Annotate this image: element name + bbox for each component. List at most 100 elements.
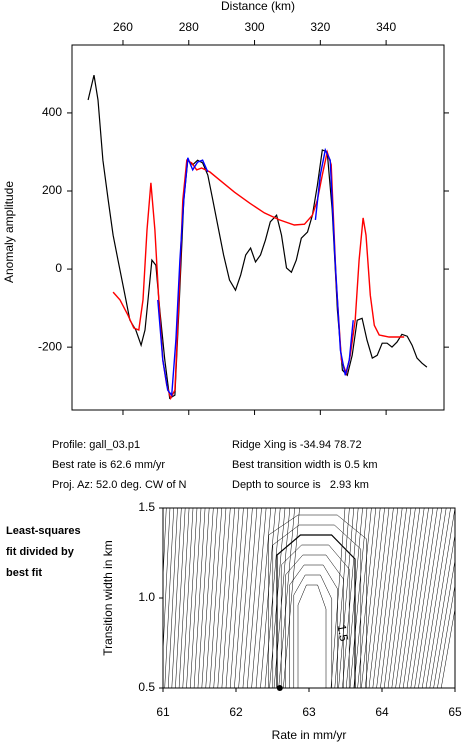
contour-line [190,508,202,688]
info-text: Proj. Az: 52.0 deg. CW of N [52,479,187,491]
contour-line [334,508,350,688]
contour-line [213,508,227,688]
y-tick-label: 1.5 [138,500,155,514]
contour-line [182,508,194,688]
contour-line [260,508,276,688]
contour-line [429,533,455,688]
x-tick-label: 65 [448,705,462,719]
x-tick-label: 64 [375,705,389,719]
x-tick-label: 63 [302,705,316,719]
contour-line [234,508,249,688]
contour-line [229,508,244,688]
contour-line [201,508,214,688]
x-axis-label: Rate in mm/yr [272,728,347,742]
contour-line [175,508,186,688]
y-tick-label: 0 [55,261,62,275]
contour-line [225,508,240,688]
contour-line [414,508,443,688]
contour-line [338,508,355,688]
contour-line [217,508,231,688]
x-tick-label: 61 [156,705,170,719]
plot-frame [71,44,445,411]
contour-line [193,508,206,688]
data-line [157,147,354,398]
x-tick-label: 300 [245,20,265,34]
contour-field [163,508,455,688]
y-tick-label: 200 [42,183,62,197]
contour-line [163,508,167,583]
y-tick-label: -200 [38,339,62,353]
info-text: Ridge Xing is -34.94 78.72 [232,439,362,451]
contour-line [242,508,258,688]
contour-line [380,508,403,688]
contour-line [418,508,447,688]
x-tick-label: 260 [113,20,133,34]
contour-line [387,508,412,688]
contour-line [383,508,407,688]
contour-line [433,558,455,688]
contour-line [410,508,438,688]
contour-line [353,508,372,688]
contour-line [399,508,425,688]
contour-line [349,508,368,688]
contour-line [440,607,455,688]
contour-line [297,584,327,688]
contour-line [205,508,218,688]
contour-line [163,508,171,657]
contour-line [391,508,416,688]
x-tick-label: 280 [179,20,199,34]
info-text: Best transition width is 0.5 km [232,459,378,471]
contour-line [368,508,390,688]
note-text: Least-squares [6,525,81,537]
info-text: Profile: gall_03.p1 [52,439,140,451]
contour-line [171,508,182,688]
contour-line [425,508,455,688]
contour-line [402,508,429,688]
x-tick-label: 320 [310,20,330,34]
contour-line [164,508,174,688]
contour-line [186,508,198,688]
info-text: Best rate is 62.6 mm/yr [52,459,165,471]
contour-line [268,514,367,688]
contour-line [395,508,421,688]
contour-line [421,508,451,688]
contour-line [251,508,267,688]
contour-line [197,508,210,688]
y-axis-label: Anomaly amplitude [2,181,16,283]
contour-line [372,508,394,688]
contour-line [364,508,385,688]
contour-line [293,574,333,688]
note-text: fit divided by [6,546,75,558]
contour-label: 1.5 [334,623,351,642]
best-fit-point [276,685,283,691]
x-tick-label: 340 [376,20,396,34]
contour-line [285,554,344,688]
contour-line [209,508,222,688]
contour-line [376,508,399,688]
contour-line [437,583,455,688]
y-tick-label: 400 [42,105,62,119]
contour-line [178,508,190,688]
contour-line [342,508,359,688]
y-tick-label: 1.0 [138,590,155,604]
contour-line [272,524,362,688]
y-axis-label: Transition width in km [101,540,115,656]
data-line [87,74,428,400]
y-tick-label: 0.5 [138,680,155,694]
contour-line [276,534,356,688]
contour-line [406,508,434,688]
x-tick-label: 62 [229,705,243,719]
contour-line [280,544,350,688]
contour-line [247,508,262,688]
contour-line [238,508,253,688]
contour-line [255,508,272,688]
note-text: best fit [6,567,42,579]
contour-line [168,508,178,688]
contour-line [221,508,235,688]
data-line [112,149,405,401]
contour-line [361,508,381,688]
info-text: Depth to source is 2.93 km [232,479,369,491]
contour-line [330,508,346,688]
x-axis-label: Distance (km) [221,0,295,13]
